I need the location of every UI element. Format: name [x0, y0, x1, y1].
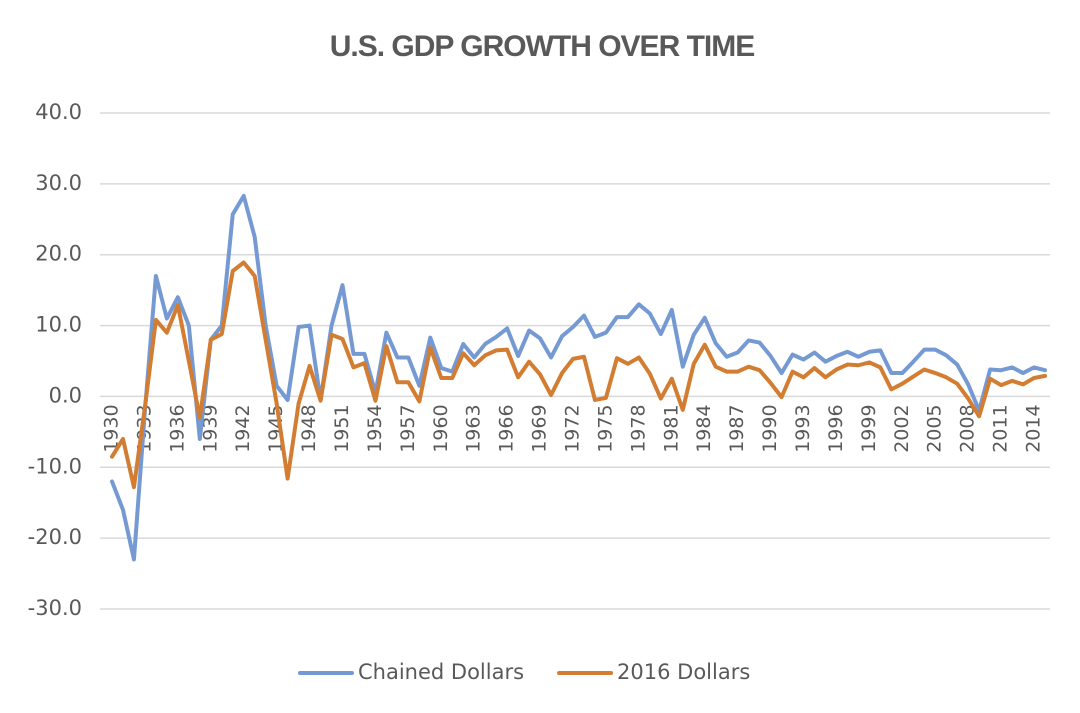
x-tick-label: 1966 — [496, 404, 518, 452]
x-tick-label: 1954 — [364, 404, 386, 452]
x-tick-label: 2014 — [1023, 404, 1045, 452]
x-tick-label: 1930 — [101, 404, 123, 452]
x-tick-label: 1960 — [430, 404, 452, 452]
x-tick-label: 1987 — [726, 404, 748, 452]
x-tick-label: 2005 — [924, 404, 946, 452]
y-tick-label: -30.0 — [28, 596, 82, 620]
x-tick-label: 2002 — [891, 404, 913, 452]
line-series — [110, 193, 1047, 562]
x-tick-label: 1975 — [594, 404, 616, 452]
y-tick-label: 10.0 — [35, 313, 82, 337]
x-tick-label: 1951 — [331, 404, 353, 452]
x-tick-label: 1984 — [693, 404, 715, 452]
x-tick-label: 1996 — [825, 404, 847, 452]
x-tick-label: 1999 — [858, 404, 880, 452]
x-tick-label: 1936 — [166, 404, 188, 452]
x-tick-label: 2008 — [957, 404, 979, 452]
legend-label: Chained Dollars — [358, 660, 524, 684]
x-tick-label: 1981 — [660, 404, 682, 452]
x-tick-label: 1978 — [627, 404, 649, 452]
y-tick-label: 40.0 — [35, 100, 82, 124]
y-tick-label: 30.0 — [35, 171, 82, 195]
x-tick-label: 1957 — [397, 404, 419, 452]
y-tick-label: -10.0 — [28, 454, 82, 478]
y-tick-label: -20.0 — [28, 525, 82, 549]
line-series — [110, 260, 1047, 490]
x-tick-label: 1993 — [792, 404, 814, 452]
x-tick-label: 1942 — [232, 404, 254, 452]
x-tick-label: 1972 — [562, 404, 584, 452]
chart-title: U.S. GDP GROWTH OVER TIME — [330, 30, 754, 63]
y-tick-label: 20.0 — [35, 242, 82, 266]
x-tick-label: 1969 — [529, 404, 551, 452]
legend: Chained Dollars 2016 Dollars — [298, 660, 750, 684]
x-tick-label: 1963 — [463, 404, 485, 452]
x-tick-label: 1990 — [759, 404, 781, 452]
y-tick-label: 0.0 — [49, 383, 82, 407]
x-tick-label: 2011 — [990, 404, 1012, 452]
x-tick-label: 1939 — [199, 404, 221, 452]
legend-label: 2016 Dollars — [617, 660, 750, 684]
x-tick-label: 1948 — [298, 404, 320, 452]
